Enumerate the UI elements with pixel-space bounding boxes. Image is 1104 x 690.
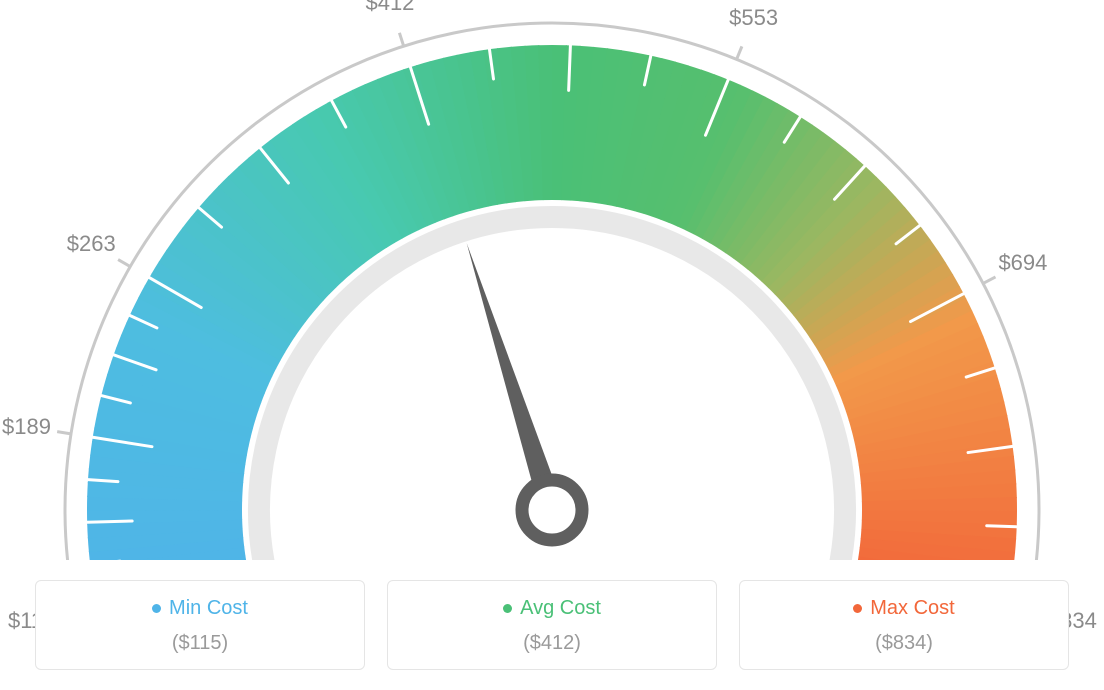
legend-label-min: Min Cost	[169, 597, 248, 620]
legend-dot-max	[853, 604, 862, 613]
legend-dot-avg	[503, 604, 512, 613]
legend-dot-min	[152, 604, 161, 613]
gauge-svg	[0, 0, 1104, 560]
cost-gauge-chart: $115$189$263$412$553$694$834 Min Cost ($…	[0, 0, 1104, 690]
legend-label-avg: Avg Cost	[520, 597, 601, 620]
legend-card-avg: Avg Cost ($412)	[387, 580, 717, 670]
legend-card-max: Max Cost ($834)	[739, 580, 1069, 670]
legend-title-max: Max Cost	[853, 597, 954, 620]
scale-label: $189	[2, 414, 51, 440]
legend-title-avg: Avg Cost	[503, 597, 601, 620]
legend-label-max: Max Cost	[870, 597, 954, 620]
legend-value-max: ($834)	[750, 632, 1058, 655]
scale-label: $263	[67, 231, 116, 257]
legend-value-min: ($115)	[46, 632, 354, 655]
legend-value-avg: ($412)	[398, 632, 706, 655]
scale-label: $694	[998, 250, 1047, 276]
scale-label: $412	[365, 0, 414, 16]
scale-label: $553	[729, 5, 778, 31]
gauge-area: $115$189$263$412$553$694$834	[0, 0, 1104, 560]
legend-title-min: Min Cost	[152, 597, 248, 620]
legend-card-min: Min Cost ($115)	[35, 580, 365, 670]
legend-row: Min Cost ($115) Avg Cost ($412) Max Cost…	[35, 580, 1069, 670]
